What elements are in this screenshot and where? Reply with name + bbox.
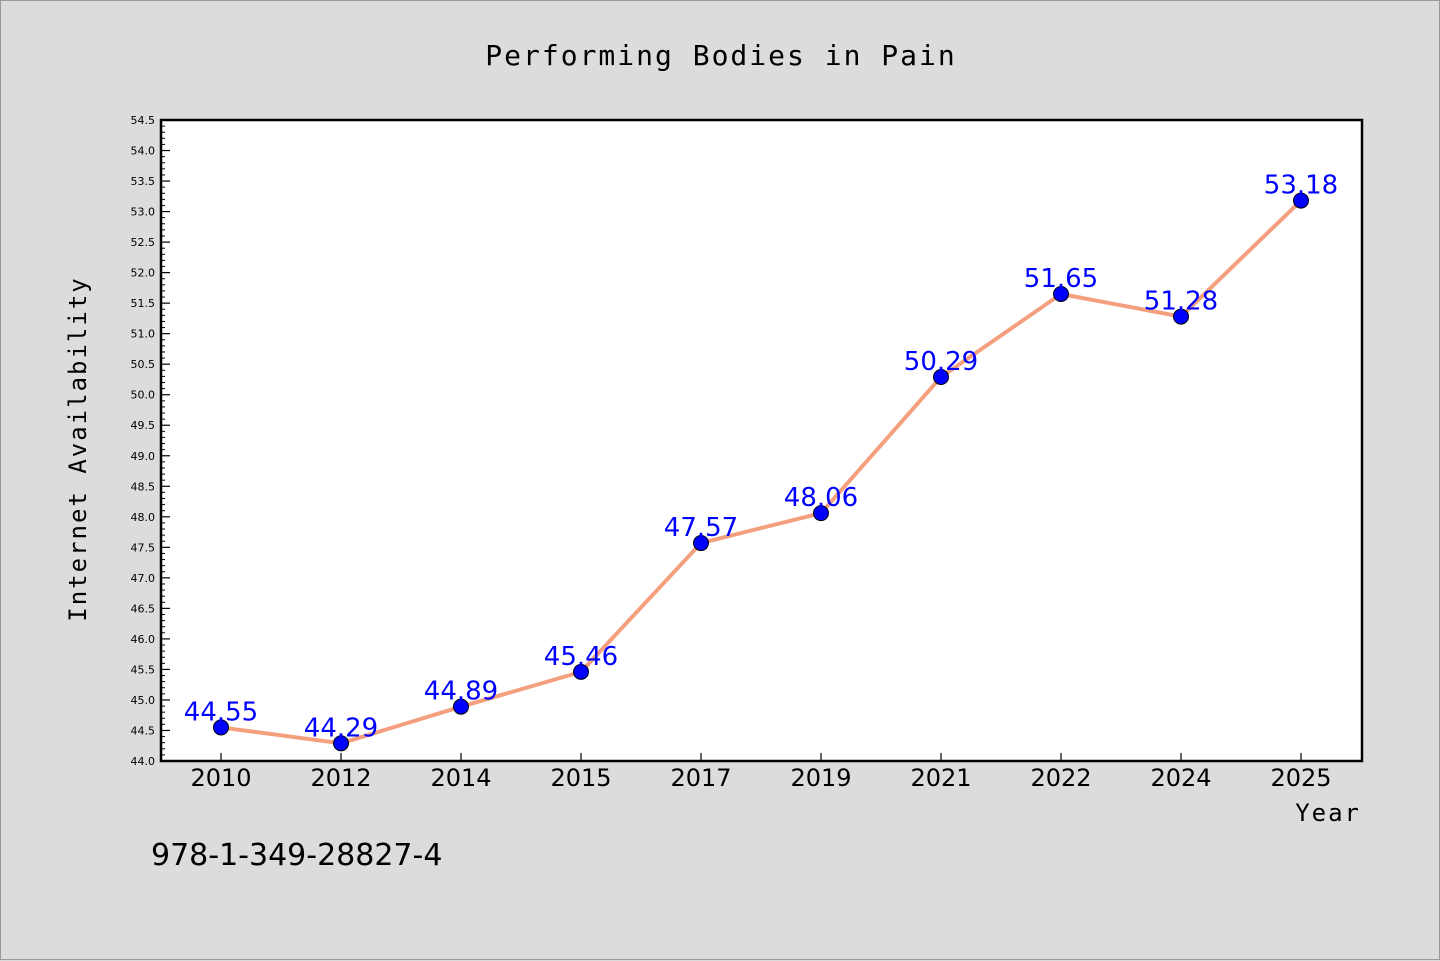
series-polyline [219,198,1303,746]
y-tick-label: 54.5 [131,114,156,127]
x-tick-label: 2021 [910,764,971,792]
data-point [1173,308,1189,325]
isbn-text: 978-1-349-28827-4 [151,838,442,873]
y-tick-label: 50.0 [131,389,156,402]
y-tick-label: 53.5 [131,175,156,188]
data-point [453,698,469,715]
y-tick-label: 46.5 [131,602,156,615]
y-tick-label: 49.0 [131,450,156,463]
y-tick-label: 53.0 [131,206,156,219]
y-tick-label: 49.5 [131,419,156,432]
data-point [813,505,829,522]
y-tick-label: 45.0 [131,694,156,707]
data-label: 44.89 [424,677,498,707]
y-tick-label: 48.5 [131,480,156,493]
x-tick-label: 2010 [190,764,251,792]
x-tick-label: 2012 [310,764,371,792]
data-label: 44.55 [184,697,258,727]
y-axis: 44.0 44.5 45.0 45.5 46.0 46.5 47.0 47.5 48.0 48.5… [131,114,170,768]
y-tick-label: 44.0 [131,755,156,768]
x-tick-label: 2017 [670,764,731,792]
data-label: 50.29 [904,347,978,377]
y-tick-label: 44.5 [131,724,156,737]
x-axis-title: Year [1295,799,1361,827]
series-line [219,198,1303,746]
y-tick-label: 51.5 [131,297,156,310]
y-tick-label: 52.0 [131,267,156,280]
y-tick-label: 47.0 [131,572,156,585]
y-axis-title: Internet Availability [64,276,92,621]
x-tick-label: 2019 [790,764,851,792]
data-point [333,735,349,752]
y-tick-label: 46.0 [131,633,156,646]
data-points [213,192,1309,752]
data-point [1293,192,1309,209]
y-tick-label: 52.5 [131,236,156,249]
data-point [213,719,229,736]
x-tick-label: 2014 [430,764,491,792]
x-tick-label: 2024 [1150,764,1211,792]
data-label: 45.46 [544,642,618,672]
data-point [1053,285,1069,302]
data-point [693,535,709,552]
data-point [573,663,589,680]
plot-area [159,118,1364,763]
y-tick-label: 50.5 [131,358,156,371]
chart-title: Performing Bodies in Pain [485,39,956,72]
y-tick-label: 51.0 [131,328,156,341]
x-tick-label: 2025 [1270,764,1331,792]
data-label: 44.29 [304,713,378,743]
y-tick-label: 47.5 [131,541,156,554]
x-tick-label: 2022 [1030,764,1091,792]
x-tick-label: 2015 [550,764,611,792]
data-label: 53.18 [1264,171,1338,201]
data-labels: 44.55 44.29 44.89 45.46 47.57 48.06 50.29 51.65… [184,171,1338,744]
data-label: 48.06 [784,483,858,513]
y-tick-label: 54.0 [131,145,156,158]
x-axis: 2010 2012 2014 2015 2017 2019 2021 2022 2024 2025 [190,753,1332,792]
y-tick-label: 48.0 [131,511,156,524]
data-point [933,369,949,386]
data-label: 47.57 [664,513,738,543]
data-label: 51.65 [1024,264,1098,294]
y-tick-label: 45.5 [131,663,156,676]
data-label: 51.28 [1144,287,1218,317]
